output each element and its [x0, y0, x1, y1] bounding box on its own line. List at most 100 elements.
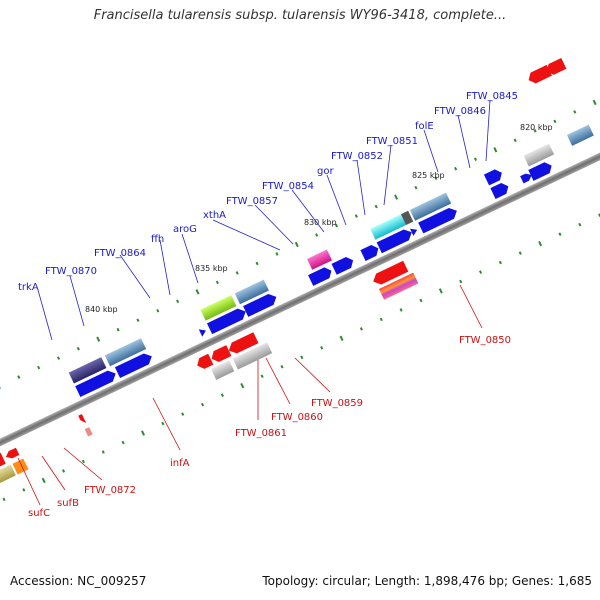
gene-label[interactable]: aroG — [173, 224, 197, 235]
scale-tick — [438, 288, 443, 294]
genome-summary: Topology: circular; Length: 1,898,476 bp… — [262, 574, 592, 588]
scale-tick — [275, 252, 279, 256]
forward-cds-track — [75, 160, 554, 398]
cds-arrow[interactable] — [371, 260, 409, 287]
gene-label[interactable]: FTW_0857 — [226, 196, 278, 207]
cds-arrow[interactable] — [490, 181, 511, 199]
cds-arrow[interactable] — [75, 368, 118, 398]
scale-tick — [240, 383, 245, 389]
reverse-class-track — [0, 272, 419, 497]
gene-label[interactable]: gor — [317, 166, 334, 177]
cds-arrow[interactable] — [308, 265, 334, 286]
scale-tick — [315, 233, 319, 237]
scale-tick — [201, 402, 205, 407]
gene-block[interactable] — [200, 295, 237, 321]
gene-block[interactable] — [378, 272, 419, 300]
scale-tick — [22, 488, 26, 492]
cds-arrow[interactable] — [226, 332, 259, 356]
scale-tick — [96, 336, 101, 342]
cds-arrow[interactable] — [544, 57, 567, 77]
gene-label[interactable]: FTW_0864 — [94, 248, 146, 259]
scale-tick — [62, 469, 66, 473]
cds-arrow[interactable] — [78, 414, 87, 425]
inner-tick-row — [2, 213, 600, 502]
cds-arrow[interactable] — [243, 291, 279, 317]
accession-text: Accession: NC_009257 — [10, 574, 147, 588]
gene-block[interactable] — [12, 458, 29, 475]
forward-gene-labels: trkA FTW_0870 FTW_0864 ffh aroG xthA FTW… — [18, 91, 518, 293]
gene-label[interactable]: FTW_0870 — [45, 266, 97, 277]
scale-tick — [493, 147, 498, 153]
gene-label[interactable]: folE — [415, 121, 434, 132]
cds-arrow[interactable] — [483, 167, 505, 186]
scale-tick — [56, 356, 61, 360]
gene-label[interactable]: sufB — [57, 498, 79, 509]
cds-arrow[interactable] — [410, 226, 419, 236]
scale-label: 825 kbp — [412, 171, 445, 180]
scale-tick — [195, 289, 200, 295]
cds-arrow[interactable] — [198, 327, 208, 337]
gene-label[interactable]: xthA — [203, 210, 226, 221]
gene-block[interactable] — [232, 342, 273, 370]
forward-class-track — [68, 124, 594, 384]
cds-arrow[interactable] — [331, 255, 356, 275]
gene-block[interactable] — [307, 249, 333, 270]
gene-block[interactable] — [84, 427, 93, 437]
scale-tick — [498, 260, 502, 265]
scale-tick — [280, 364, 284, 369]
scale-tick — [513, 138, 517, 143]
scale-tick — [260, 374, 264, 379]
scale-tick — [141, 430, 145, 436]
gene-label[interactable]: FTW_0859 — [311, 398, 363, 409]
gene-label[interactable]: FTW_0852 — [331, 151, 383, 162]
reverse-gene-labels: sufC sufB FTW_0872 infA FTW_0861 FTW_086… — [28, 335, 511, 519]
cds-arrow[interactable] — [418, 205, 459, 234]
gene-block[interactable] — [0, 464, 16, 497]
scale-tick — [553, 119, 557, 124]
scale-tick — [220, 393, 224, 397]
gene-label[interactable]: ffh — [151, 234, 164, 245]
gene-block[interactable] — [104, 338, 147, 367]
cds-arrow[interactable] — [4, 447, 20, 461]
gene-label[interactable]: FTW_0860 — [271, 412, 323, 423]
gene-label[interactable]: sufC — [28, 508, 50, 519]
gene-block[interactable] — [211, 360, 235, 380]
scale-tick — [459, 279, 463, 284]
scale-label: 830 kbp — [304, 218, 337, 227]
gene-block[interactable] — [523, 143, 555, 167]
gene-block[interactable] — [566, 124, 594, 146]
gene-label[interactable]: infA — [170, 458, 190, 469]
cds-arrow[interactable] — [209, 345, 232, 364]
gene-label[interactable]: FTW_0845 — [466, 91, 518, 102]
gene-label[interactable]: FTW_0854 — [262, 181, 314, 192]
gene-label[interactable]: FTW_0851 — [366, 136, 418, 147]
gene-block[interactable] — [409, 192, 452, 221]
cds-arrow[interactable] — [520, 171, 533, 184]
cds-arrow[interactable] — [360, 243, 381, 261]
scale-tick — [116, 327, 120, 332]
gene-label[interactable]: FTW_0846 — [434, 106, 486, 117]
cds-arrow[interactable] — [526, 64, 552, 86]
cds-arrow[interactable] — [195, 353, 214, 371]
scale-tick — [0, 383, 1, 390]
cds-arrow[interactable] — [206, 306, 248, 335]
scale-tick — [41, 477, 46, 484]
scale-tick — [235, 271, 239, 275]
gene-label[interactable]: FTW_0872 — [84, 485, 136, 496]
scale-tick — [558, 232, 562, 236]
scale-tick — [454, 166, 458, 171]
scale-tick — [17, 375, 21, 379]
gene-block[interactable] — [234, 279, 269, 305]
scale-tick — [121, 440, 125, 445]
cds-arrow[interactable] — [528, 160, 554, 181]
scale-tick — [81, 459, 85, 464]
gene-label[interactable]: trkA — [18, 282, 39, 293]
gene-block[interactable] — [68, 357, 107, 384]
gene-label[interactable]: FTW_0850 — [459, 335, 511, 346]
gene-label[interactable]: FTW_0861 — [235, 428, 287, 439]
cds-arrow[interactable] — [376, 227, 415, 254]
gene-block[interactable] — [400, 210, 414, 226]
scale-tick — [300, 355, 304, 360]
cds-arrow[interactable] — [114, 351, 154, 379]
gene-block[interactable] — [370, 214, 407, 240]
